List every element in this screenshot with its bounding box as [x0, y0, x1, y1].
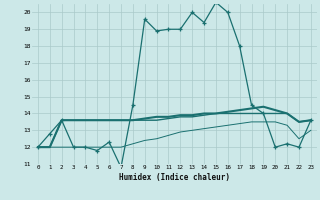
X-axis label: Humidex (Indice chaleur): Humidex (Indice chaleur)	[119, 173, 230, 182]
